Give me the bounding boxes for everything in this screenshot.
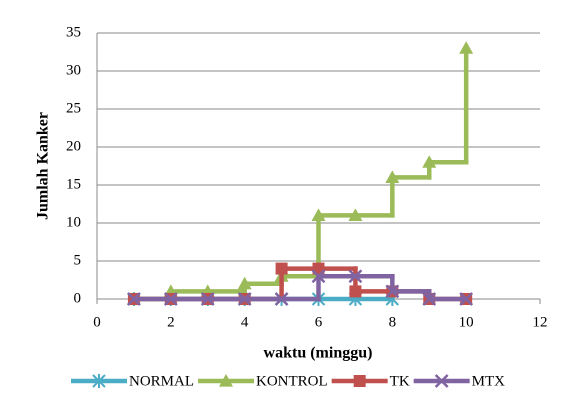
- legend-label: TK: [390, 373, 410, 389]
- x-tick-label: 12: [533, 314, 548, 330]
- legend: NORMAL KONTROL TK MTX: [70, 373, 506, 389]
- marker: [200, 292, 215, 306]
- x-tick-label: 2: [167, 314, 175, 330]
- marker: [311, 269, 326, 284]
- marker: [349, 285, 362, 298]
- x-tick-label: 0: [93, 314, 101, 330]
- series: [127, 269, 474, 306]
- x-tick-label: 10: [459, 314, 474, 330]
- y-tick-label: 30: [66, 62, 81, 78]
- marker: [348, 208, 363, 221]
- y-tick-label: 20: [66, 138, 81, 154]
- x-tick-label: 4: [241, 314, 249, 330]
- marker: [459, 41, 474, 54]
- x-tick-label: 6: [315, 314, 323, 330]
- y-tick-label: 25: [66, 100, 81, 116]
- y-tick-label: 0: [74, 290, 82, 306]
- legend-marker: [353, 375, 366, 387]
- marker: [385, 170, 400, 183]
- marker: [385, 284, 400, 299]
- marker: [163, 292, 178, 306]
- marker: [127, 292, 141, 306]
- y-tick-label: 15: [66, 176, 81, 192]
- legend-marker: [434, 374, 449, 388]
- legend-label: MTX: [472, 373, 506, 389]
- legend-label: KONTROL: [256, 373, 328, 389]
- y-tick-label: 35: [66, 24, 81, 40]
- marker: [459, 292, 474, 306]
- marker: [237, 292, 252, 306]
- x-tick-label: 8: [389, 314, 397, 330]
- marker: [237, 276, 252, 290]
- marker: [274, 292, 289, 306]
- legend-marker: [92, 374, 106, 388]
- marker: [422, 292, 437, 306]
- marker: [348, 269, 363, 284]
- marker: [311, 208, 326, 221]
- legend-marker: [219, 374, 233, 387]
- y-tick-label: 5: [74, 252, 82, 268]
- y-axis-title: Jumlah Kanker: [35, 112, 52, 220]
- marker: [275, 262, 288, 275]
- legend-label: NORMAL: [129, 373, 194, 389]
- y-tick-label: 10: [66, 214, 81, 230]
- marker: [422, 155, 437, 168]
- series: [126, 41, 474, 305]
- x-axis-title: waktu (minggu): [264, 345, 373, 362]
